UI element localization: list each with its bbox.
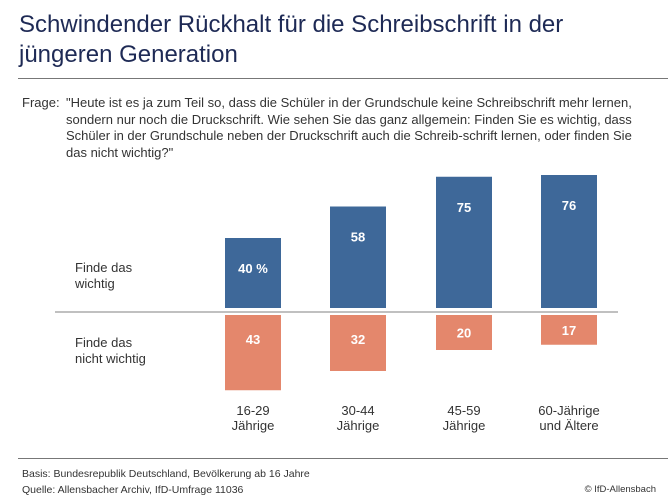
question-label: Frage: — [22, 95, 60, 110]
data-label: 43 — [246, 332, 260, 347]
question-text: "Heute ist es ja zum Teil so, dass die S… — [66, 95, 632, 160]
footer-basis: Basis: Bundesrepublik Deutschland, Bevöl… — [22, 468, 310, 480]
bar — [225, 315, 281, 391]
category-label: 30-44 — [341, 403, 374, 418]
bar — [330, 315, 386, 371]
category-label: 45-59 — [447, 403, 480, 418]
category-label: Jährige — [443, 418, 486, 433]
data-label: 32 — [351, 332, 365, 347]
data-label: 17 — [562, 323, 576, 338]
data-label: 40 % — [238, 261, 268, 276]
series-label: nicht wichtig — [75, 351, 146, 366]
category-label: 16-29 — [236, 403, 269, 418]
footer-source: Quelle: Allensbacher Archiv, IfD-Umfrage… — [22, 484, 244, 496]
bar — [330, 206, 386, 308]
bar — [541, 315, 597, 345]
category-label: 60-Jährige — [538, 403, 599, 418]
copyright: © IfD-Allensbach — [584, 484, 656, 495]
series-label: Finde das — [75, 335, 133, 350]
bar — [225, 238, 281, 308]
category-label: Jährige — [337, 418, 380, 433]
data-label: 58 — [351, 230, 365, 245]
bar — [436, 176, 492, 308]
data-label: 75 — [457, 200, 471, 215]
category-label: Jährige — [232, 418, 275, 433]
chart-title: Schwindender Rückhalt für die Schreibsch… — [19, 11, 564, 68]
category-label: und Ältere — [539, 418, 598, 433]
data-label: 20 — [457, 326, 471, 341]
data-label: 76 — [562, 198, 576, 213]
title-divider — [18, 78, 668, 79]
series-label: wichtig — [74, 276, 115, 291]
bar — [436, 315, 492, 350]
bar — [541, 175, 597, 308]
footer-divider — [18, 458, 668, 459]
series-label: Finde das — [75, 260, 133, 275]
